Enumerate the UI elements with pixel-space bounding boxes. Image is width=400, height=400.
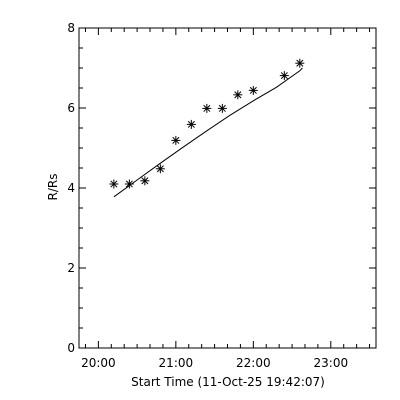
x-tick-label: 22:00 — [236, 356, 271, 370]
y-axis-label: R/Rs — [46, 174, 60, 201]
y-tick-label: 6 — [67, 101, 75, 115]
data-point — [155, 164, 165, 174]
data-point — [217, 103, 227, 113]
data-point — [233, 90, 243, 100]
data-point-stroke — [172, 136, 180, 144]
data-point — [124, 179, 134, 189]
x-tick-label: 21:00 — [159, 356, 194, 370]
y-tick-label: 2 — [67, 261, 75, 275]
fit-line — [113, 67, 303, 198]
data-point-stroke — [203, 104, 211, 112]
x-tick-label: 23:00 — [314, 356, 349, 370]
data-point-stroke — [296, 59, 304, 67]
data-point — [248, 85, 258, 95]
data-point — [202, 103, 212, 113]
data-point — [279, 71, 289, 81]
y-tick-label: 8 — [67, 21, 75, 35]
data-point-stroke — [234, 91, 242, 99]
data-point — [140, 176, 150, 186]
data-point-stroke — [280, 72, 288, 80]
x-axis-label: Start Time (11-Oct-25 19:42:07) — [131, 375, 325, 389]
data-point-stroke — [187, 120, 195, 128]
data-point — [186, 119, 196, 129]
data-point — [109, 179, 119, 189]
data-point-stroke — [141, 177, 149, 185]
data-point-stroke — [249, 86, 257, 94]
data-point — [295, 58, 305, 68]
data-point-stroke — [218, 104, 226, 112]
x-tick-label: 20:00 — [81, 356, 116, 370]
data-point-stroke — [110, 180, 118, 188]
data-point-stroke — [156, 165, 164, 173]
data-point-stroke — [125, 180, 133, 188]
y-tick-label: 4 — [67, 181, 75, 195]
data-points — [109, 58, 305, 189]
axes: 0 2 4 6 8 20:00 21:00 22:00 23:00 — [67, 21, 377, 370]
data-point — [171, 135, 181, 145]
y-tick-label: 0 — [67, 341, 75, 355]
